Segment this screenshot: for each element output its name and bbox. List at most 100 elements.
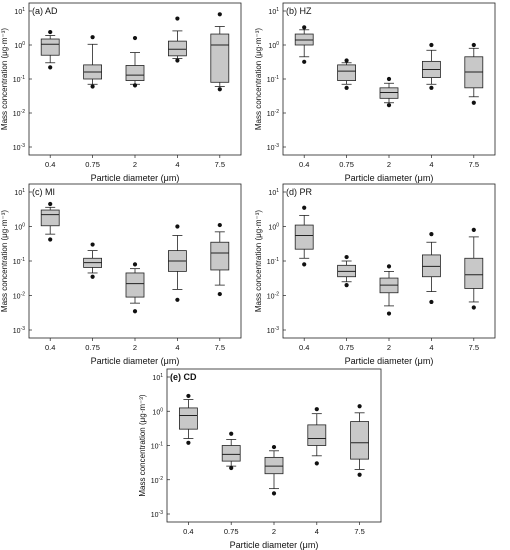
outlier-point (471, 100, 476, 105)
outlier-point (344, 85, 349, 90)
y-axis-label: Mass concentration (μg·m⁻³) (138, 394, 147, 497)
x-tick-label: 4 (429, 343, 433, 352)
box-iqr (178, 407, 198, 430)
box-0.75 (83, 242, 102, 279)
x-axis-label: Particle diameter (μm) (91, 356, 180, 366)
y-tick-label: 10-3 (13, 143, 25, 152)
x-tick-label: 0.4 (45, 343, 55, 352)
x-tick-label: 4 (175, 343, 179, 352)
box-iqr (125, 65, 145, 81)
y-tick-label: 101 (268, 188, 279, 197)
chart-panel: (e) CD 10-3 10-2 10-1 100 101 Mass concentrati… (138, 368, 382, 550)
chart-panel: (c) MI 10-3 10-2 10-1 100 101 Mass concentrati… (0, 183, 242, 366)
outlier-point (471, 305, 476, 310)
box-iqr (294, 33, 314, 46)
outlier-point (471, 227, 476, 232)
box-0.4 (40, 29, 60, 70)
y-tick-label: 101 (152, 373, 163, 382)
x-tick-label: 2 (133, 160, 137, 169)
box-4 (421, 232, 441, 305)
outlier-point (386, 76, 392, 82)
y-tick-label: 10-2 (267, 292, 279, 301)
box-iqr (125, 272, 145, 298)
x-tick-label: 0.75 (224, 527, 239, 536)
box-0.75 (337, 58, 357, 90)
y-tick-label: 100 (268, 223, 279, 232)
outlier-point (175, 224, 180, 229)
box-2 (379, 76, 399, 108)
outlier-point (357, 404, 362, 409)
x-axis-label: Particle diameter (μm) (345, 173, 434, 183)
box-iqr (40, 38, 60, 56)
box-iqr (379, 87, 399, 99)
box-iqr (421, 254, 441, 278)
outlier-point (186, 440, 191, 445)
panel-label: (c) MI (32, 187, 55, 197)
box-2 (125, 262, 145, 314)
box-0.75 (83, 35, 102, 89)
chart-panel: (b) HZ 10-3 10-2 10-1 100 101 Mass concentrati… (254, 2, 496, 183)
chart-panel: (a) AD 10-3 10-2 10-1 100 101 Mass concentrati… (0, 2, 242, 183)
panel-label: (e) CD (170, 372, 197, 382)
outlier-point (302, 262, 307, 267)
y-tick-label: 101 (14, 188, 25, 197)
box-0.75 (221, 431, 241, 471)
x-tick-label: 0.75 (85, 160, 100, 169)
outlier-point (314, 407, 319, 412)
y-tick-label: 10-2 (151, 476, 163, 485)
box-iqr (294, 224, 314, 250)
outlier-point (229, 465, 234, 471)
box-7.5 (350, 404, 370, 477)
box-0.4 (40, 201, 60, 242)
panel-label: (a) AD (32, 6, 58, 16)
y-axis-label: Mass concentration (μg·m⁻³) (254, 28, 263, 131)
y-tick-label: 10-1 (151, 442, 163, 451)
y-tick-label: 101 (14, 7, 25, 16)
box-iqr (40, 209, 60, 227)
outlier-point (175, 16, 180, 21)
outlier-point (90, 84, 95, 89)
y-tick-label: 10-2 (13, 292, 25, 301)
outlier-point (386, 103, 392, 108)
outlier-point (175, 297, 180, 302)
x-tick-label: 7.5 (354, 527, 364, 536)
x-tick-label: 7.5 (215, 343, 225, 352)
box-7.5 (210, 222, 230, 297)
box-7.5 (210, 12, 230, 92)
y-axis-label: Mass concentration (μg·m⁻³) (0, 28, 9, 131)
y-tick-label: 101 (268, 7, 279, 16)
x-axis-label: Particle diameter (μm) (230, 540, 319, 550)
x-tick-label: 0.75 (339, 160, 354, 169)
x-tick-label: 7.5 (469, 343, 479, 352)
outlier-point (429, 85, 434, 90)
outlier-point (48, 29, 53, 35)
x-axis-label: Particle diameter (μm) (345, 356, 434, 366)
x-tick-label: 4 (315, 527, 319, 536)
outlier-point (302, 205, 307, 210)
box-0.4 (294, 205, 314, 267)
outlier-point (302, 59, 307, 64)
outlier-point (357, 472, 362, 477)
x-tick-label: 0.75 (85, 343, 100, 352)
x-tick-label: 7.5 (469, 160, 479, 169)
box-0.75 (337, 254, 357, 288)
x-tick-label: 0.75 (339, 343, 354, 352)
x-tick-label: 0.4 (299, 160, 309, 169)
y-tick-label: 10-1 (267, 257, 279, 266)
box-2 (379, 264, 399, 316)
panel-label: (b) HZ (286, 6, 312, 16)
outlier-point (344, 254, 349, 260)
y-tick-label: 10-1 (267, 75, 279, 84)
box-iqr (337, 64, 357, 81)
outlier-point (217, 12, 222, 17)
box-4 (167, 16, 187, 63)
y-tick-label: 10-1 (13, 75, 25, 84)
x-tick-label: 2 (133, 343, 137, 352)
x-tick-label: 4 (429, 160, 433, 169)
y-tick-label: 100 (152, 407, 163, 416)
box-7.5 (464, 227, 484, 310)
box-2 (264, 444, 284, 496)
outlier-point (229, 431, 234, 436)
y-tick-label: 10-2 (267, 109, 279, 118)
